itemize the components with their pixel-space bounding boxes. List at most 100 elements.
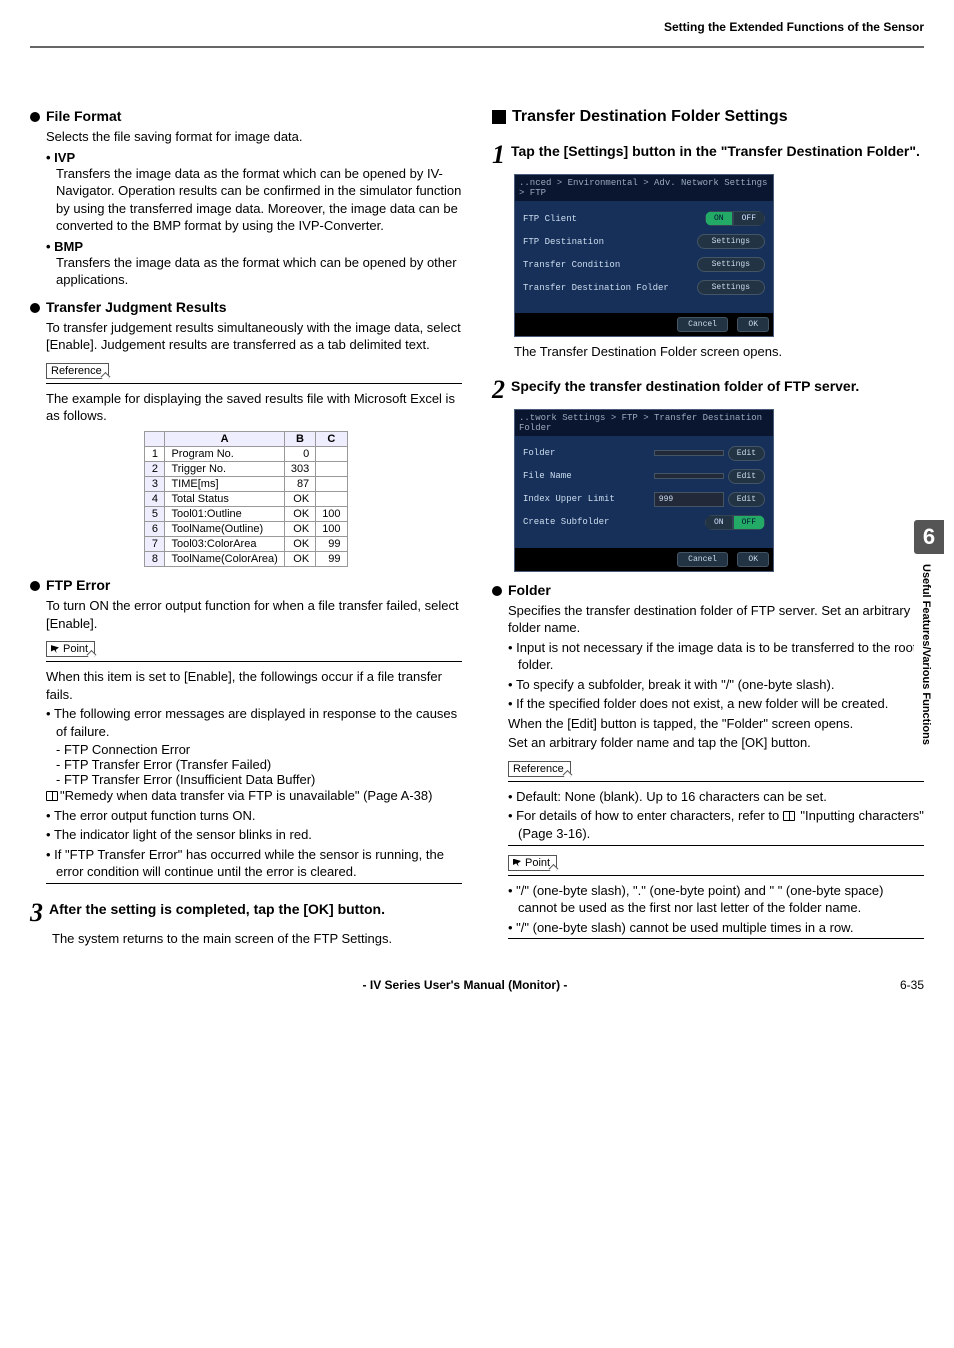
ss1-ok[interactable]: OK bbox=[737, 317, 769, 332]
header-rule bbox=[30, 46, 924, 48]
folder-body3: Set an arbitrary folder name and tap the… bbox=[508, 734, 924, 752]
book-icon bbox=[46, 791, 58, 801]
step-3-num: 3 bbox=[30, 900, 43, 926]
point-intro: When this item is set to [Enable], the f… bbox=[46, 668, 462, 703]
excel-cell: 4 bbox=[145, 492, 165, 507]
ivp-label: • IVP bbox=[46, 150, 462, 165]
folder-b3: If the specified folder does not exist, … bbox=[508, 695, 924, 713]
excel-cell: ToolName(Outline) bbox=[165, 522, 284, 537]
square-icon bbox=[492, 110, 506, 124]
file-format-title: File Format bbox=[46, 108, 121, 124]
step-2-num: 2 bbox=[492, 377, 505, 403]
side-tab: 6 Useful Features/Various Functions bbox=[914, 520, 944, 755]
ss-label: FTP Client bbox=[523, 214, 577, 224]
ss-row: Transfer ConditionSettings bbox=[523, 253, 765, 276]
ss-label: FTP Destination bbox=[523, 237, 604, 247]
excel-cell: OK bbox=[284, 552, 315, 567]
bullet-dot-icon bbox=[30, 112, 40, 122]
excel-header: B bbox=[284, 432, 315, 447]
ss-row: Create SubfolderONOFF bbox=[523, 511, 765, 534]
chapter-title: Useful Features/Various Functions bbox=[914, 554, 938, 755]
excel-cell bbox=[316, 462, 347, 477]
excel-cell: OK bbox=[284, 492, 315, 507]
tjr-body: To transfer judgement results simultaneo… bbox=[46, 319, 462, 354]
folder-ref-rule bbox=[508, 781, 924, 782]
ivp-body: Transfers the image data as the format w… bbox=[56, 165, 462, 235]
step-1-after: The Transfer Destination Folder screen o… bbox=[514, 343, 924, 361]
excel-cell: 87 bbox=[284, 477, 315, 492]
book-icon bbox=[783, 811, 795, 821]
point-end-rule bbox=[46, 883, 462, 884]
tjr-title: Transfer Judgment Results bbox=[46, 299, 227, 315]
excel-cell: 99 bbox=[316, 552, 347, 567]
folder-heading: Folder bbox=[492, 582, 924, 598]
footer-page: 6-35 bbox=[900, 978, 924, 992]
screenshot-2: ..twork Settings > FTP > Transfer Destin… bbox=[514, 409, 774, 572]
bmp-label: • BMP bbox=[46, 239, 462, 254]
folder-point-box: Point bbox=[508, 854, 924, 871]
folder-ref2: For details of how to enter characters, … bbox=[508, 807, 924, 842]
ss2-cancel[interactable]: Cancel bbox=[677, 552, 728, 567]
error-bullets-2: The error output function turns ON. The … bbox=[46, 807, 462, 881]
ss-edit-btn[interactable]: Edit bbox=[728, 469, 765, 484]
folder-ref-bullets: Default: None (blank). Up to 16 characte… bbox=[508, 788, 924, 843]
excel-cell: 0 bbox=[284, 447, 315, 462]
reference-box: Reference bbox=[46, 362, 462, 379]
ftp-error-heading: FTP Error bbox=[30, 577, 462, 593]
ss-label: File Name bbox=[523, 471, 572, 481]
ss-edit-btn[interactable]: Edit bbox=[728, 492, 765, 507]
ss-row: FTP Client ONOFF bbox=[523, 207, 765, 230]
screenshot-1: ..nced > Environmental > Adv. Network Se… bbox=[514, 174, 774, 337]
error-bullets: The following error messages are display… bbox=[46, 705, 462, 740]
folder-ref1: Default: None (blank). Up to 16 characte… bbox=[508, 788, 924, 806]
reference-label: Reference bbox=[46, 363, 109, 379]
ss-edit-btn[interactable]: Edit bbox=[728, 446, 765, 461]
ss1-footer: Cancel OK bbox=[515, 313, 773, 336]
ss2-crumb: ..twork Settings > FTP > Transfer Destin… bbox=[515, 410, 773, 436]
folder-ref2a: For details of how to enter characters, … bbox=[516, 808, 783, 823]
ss-input[interactable] bbox=[654, 450, 724, 456]
folder-ref-end-rule bbox=[508, 845, 924, 846]
step-2-title: Specify the transfer destination folder … bbox=[511, 377, 924, 395]
ss-input[interactable] bbox=[654, 473, 724, 479]
excel-cell: OK bbox=[284, 507, 315, 522]
ss-row: FTP Destination Settings bbox=[523, 230, 765, 253]
file-format-intro: Selects the file saving format for image… bbox=[46, 128, 462, 146]
excel-cell: 5 bbox=[145, 507, 165, 522]
excel-cell: 6 bbox=[145, 522, 165, 537]
excel-cell: Total Status bbox=[165, 492, 284, 507]
remedy-text: "Remedy when data transfer via FTP is un… bbox=[60, 788, 432, 803]
excel-cell: 100 bbox=[316, 522, 347, 537]
excel-cell: 2 bbox=[145, 462, 165, 477]
excel-cell: ToolName(ColorArea) bbox=[165, 552, 284, 567]
ss-settings-btn[interactable]: Settings bbox=[697, 257, 765, 272]
error-bullet-3: The indicator light of the sensor blinks… bbox=[46, 826, 462, 844]
folder-bullets: Input is not necessary if the image data… bbox=[508, 639, 924, 713]
step-3-body: The system returns to the main screen of… bbox=[52, 930, 462, 948]
error-bullet-4: If "FTP Transfer Error" has occurred whi… bbox=[46, 846, 462, 881]
step-1: 1 Tap the [Settings] button in the "Tran… bbox=[492, 142, 924, 168]
ss-row: File Name Edit bbox=[523, 465, 765, 488]
excel-cell: 3 bbox=[145, 477, 165, 492]
excel-cell bbox=[316, 477, 347, 492]
ss-input[interactable]: 999 bbox=[654, 492, 724, 507]
excel-cell: 303 bbox=[284, 462, 315, 477]
ss-settings-btn[interactable]: Settings bbox=[697, 280, 765, 295]
folder-ref-label: Reference bbox=[508, 761, 571, 777]
step-2: 2 Specify the transfer destination folde… bbox=[492, 377, 924, 403]
excel-cell: 1 bbox=[145, 447, 165, 462]
excel-cell: Trigger No. bbox=[165, 462, 284, 477]
point-box: Point bbox=[46, 640, 462, 657]
right-column: Transfer Destination Folder Settings 1 T… bbox=[492, 108, 924, 948]
ss1-cancel[interactable]: Cancel bbox=[677, 317, 728, 332]
ss-settings-btn[interactable]: Settings bbox=[697, 234, 765, 249]
ss2-ok[interactable]: OK bbox=[737, 552, 769, 567]
ss-toggle[interactable]: ONOFF bbox=[705, 211, 765, 226]
excel-cell: Program No. bbox=[165, 447, 284, 462]
excel-cell: OK bbox=[284, 522, 315, 537]
error-bullet-1: The following error messages are display… bbox=[46, 705, 462, 740]
dash-1: - FTP Connection Error bbox=[56, 742, 462, 757]
folder-b2: To specify a subfolder, break it with "/… bbox=[508, 676, 924, 694]
ss-toggle[interactable]: ONOFF bbox=[705, 515, 765, 530]
ss-row: Index Upper Limit999Edit bbox=[523, 488, 765, 511]
